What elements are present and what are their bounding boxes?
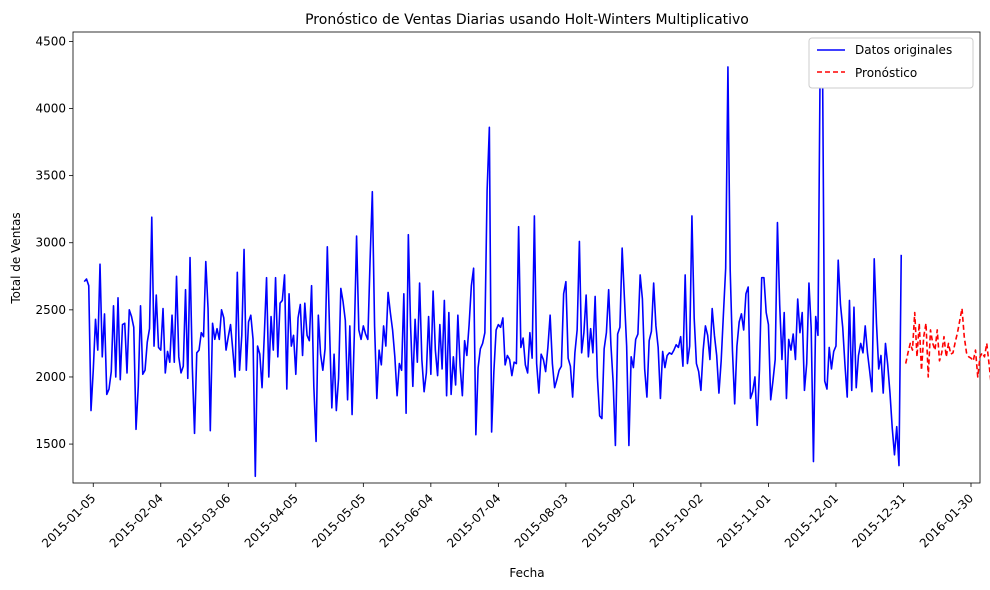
series-line-datos-originales bbox=[83, 52, 903, 478]
x-tick-label: 2015-08-03 bbox=[512, 491, 571, 550]
x-tick-label: 2015-05-05 bbox=[309, 491, 368, 550]
x-axis-label: Fecha bbox=[509, 566, 544, 580]
x-tick-label: 2015-09-02 bbox=[579, 491, 638, 550]
x-tick-label: 2015-04-05 bbox=[242, 491, 301, 550]
x-axis: 2015-01-05 2015-02-04 2015-03-06 2015-04-05… bbox=[39, 483, 976, 550]
x-tick-label: 2015-12-31 bbox=[849, 491, 908, 550]
chart-title: Pronóstico de Ventas Diarias usando Holt… bbox=[305, 12, 749, 28]
series-line-pronostico bbox=[904, 307, 990, 381]
legend: Datos originales Pronóstico bbox=[808, 37, 974, 89]
y-tick-label: 4000 bbox=[35, 102, 66, 116]
plot-frame bbox=[72, 31, 981, 484]
y-axis-label: Total de Ventas bbox=[9, 212, 23, 304]
y-tick-label: 4500 bbox=[35, 34, 66, 48]
y-tick-label: 2500 bbox=[35, 303, 66, 317]
x-tick-label: 2015-01-05 bbox=[39, 491, 98, 550]
x-tick-label: 2015-07-04 bbox=[444, 491, 503, 550]
x-tick-label: 2015-03-06 bbox=[174, 491, 233, 550]
y-tick-label: 1500 bbox=[35, 437, 66, 451]
x-tick-label: 2016-01-30 bbox=[917, 491, 976, 550]
x-tick-label: 2015-12-01 bbox=[782, 491, 841, 550]
legend-box bbox=[808, 37, 974, 89]
y-axis: 1500 2000 2500 3000 3500 4000 4500 bbox=[35, 34, 73, 451]
y-tick-label: 3000 bbox=[35, 236, 66, 250]
x-tick-label: 2015-06-04 bbox=[377, 491, 436, 550]
x-tick-label: 2015-11-01 bbox=[714, 491, 773, 550]
series-layer bbox=[83, 52, 990, 478]
x-tick-label: 2015-02-04 bbox=[107, 491, 166, 550]
plot-area: 2015-01-05 2015-02-04 2015-03-06 2015-04-05… bbox=[35, 31, 990, 550]
y-tick-label: 2000 bbox=[35, 370, 66, 384]
legend-label-forecast: Pronóstico bbox=[855, 66, 917, 80]
legend-label-original: Datos originales bbox=[855, 43, 952, 57]
x-tick-label: 2015-10-02 bbox=[647, 491, 706, 550]
y-tick-label: 3500 bbox=[35, 169, 66, 183]
